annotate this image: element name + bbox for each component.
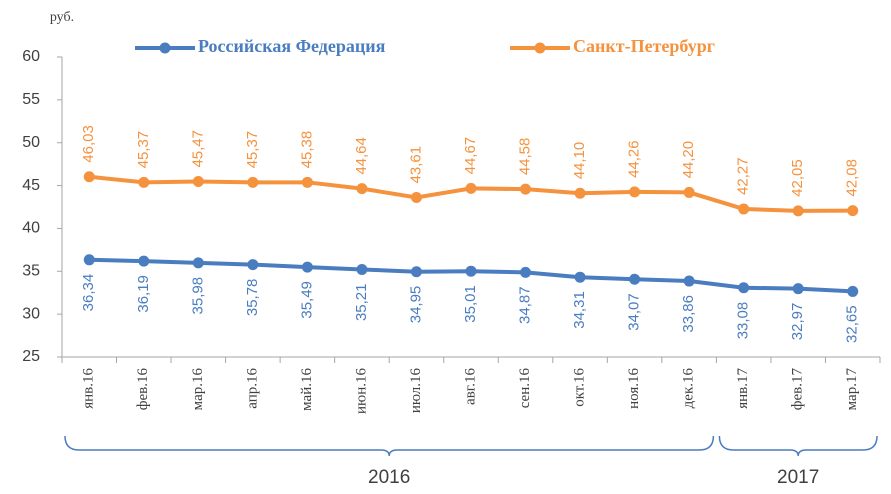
point: [792, 283, 804, 295]
y-tick-label: 30: [22, 305, 40, 322]
legend-marker: [159, 42, 171, 54]
point: [192, 257, 204, 269]
point: [356, 183, 368, 195]
point: [520, 183, 532, 195]
point: [83, 171, 95, 183]
data-label: 33,86: [680, 295, 697, 333]
point: [356, 263, 368, 275]
data-label: 34,95: [407, 286, 424, 324]
point: [738, 282, 750, 294]
x-tick-label: ноя.16: [626, 368, 642, 409]
x-tick-label: янв.17: [735, 368, 751, 409]
x-tick-label: авг.16: [462, 368, 478, 405]
data-label: 34,87: [517, 286, 534, 324]
data-label: 44,26: [626, 140, 643, 178]
point: [683, 275, 695, 287]
data-label: 42,05: [789, 159, 806, 197]
data-label: 32,65: [844, 305, 861, 343]
y-tick-label: 50: [22, 134, 40, 151]
point: [574, 187, 586, 199]
x-tick-label: мар.17: [844, 368, 860, 411]
data-label: 45,37: [135, 131, 152, 169]
data-label: 45,38: [298, 131, 315, 169]
data-label: 35,01: [462, 285, 479, 323]
point: [247, 259, 259, 271]
point: [847, 285, 859, 297]
point: [247, 176, 259, 188]
point: [83, 254, 95, 266]
data-label: 44,58: [517, 138, 534, 176]
point: [301, 261, 313, 273]
point: [738, 203, 750, 215]
point: [410, 266, 422, 278]
y-tick-label: 55: [22, 91, 40, 108]
point: [192, 176, 204, 188]
y-tick-label: 25: [22, 348, 40, 365]
point: [465, 265, 477, 277]
data-label: 32,97: [789, 303, 806, 341]
data-label: 36,34: [80, 274, 97, 312]
data-label: 42,08: [844, 159, 861, 197]
point: [629, 186, 641, 198]
legend-label: Российская Федерация: [198, 36, 386, 56]
data-label: 35,98: [189, 277, 206, 315]
data-label: 33,08: [735, 302, 752, 340]
year-label: 2016: [368, 467, 410, 488]
point: [629, 273, 641, 285]
data-label: 34,31: [571, 291, 588, 329]
data-label: 46,03: [80, 125, 97, 163]
legend-label: Санкт-Петербург: [573, 36, 715, 56]
point: [574, 271, 586, 283]
year-label: 2017: [777, 467, 819, 488]
x-tick-label: май.16: [299, 368, 315, 411]
point: [410, 191, 422, 203]
data-label: 44,64: [353, 137, 370, 175]
y-tick-label: 40: [22, 220, 40, 237]
y-tick-label: 45: [22, 177, 40, 194]
point: [792, 205, 804, 217]
data-label: 35,49: [298, 281, 315, 319]
x-tick-label: янв.16: [81, 368, 97, 409]
data-label: 35,21: [353, 283, 370, 321]
data-label: 44,10: [571, 142, 588, 180]
x-tick-label: фев.16: [135, 368, 151, 411]
point: [138, 255, 150, 267]
y-tick-label: 60: [22, 48, 40, 65]
x-tick-label: окт.16: [572, 368, 588, 407]
x-tick-label: дек.16: [681, 368, 697, 409]
data-label: 34,07: [626, 293, 643, 331]
data-label: 45,37: [244, 131, 261, 169]
data-label: 36,19: [135, 275, 152, 313]
point: [520, 266, 532, 278]
data-label: 44,67: [462, 137, 479, 175]
x-tick-label: июн.16: [353, 368, 369, 415]
point: [138, 176, 150, 188]
point: [847, 205, 859, 217]
point: [301, 176, 313, 188]
data-label: 42,27: [735, 157, 752, 195]
x-tick-label: сен.16: [517, 368, 533, 409]
data-label: 45,47: [189, 130, 206, 168]
point: [683, 186, 695, 198]
x-tick-label: апр.16: [244, 368, 260, 409]
data-label: 44,20: [680, 141, 697, 179]
data-label: 43,61: [407, 146, 424, 184]
y-unit: руб.: [50, 10, 74, 25]
x-tick-label: июл.16: [408, 368, 424, 414]
year-brace: [718, 435, 878, 457]
year-brace: [64, 435, 715, 457]
legend-marker: [534, 42, 546, 54]
y-tick-label: 35: [22, 263, 40, 280]
data-label: 35,78: [244, 279, 261, 317]
point: [465, 182, 477, 194]
x-tick-label: фев.17: [790, 368, 806, 411]
x-tick-label: мар.16: [190, 368, 206, 411]
